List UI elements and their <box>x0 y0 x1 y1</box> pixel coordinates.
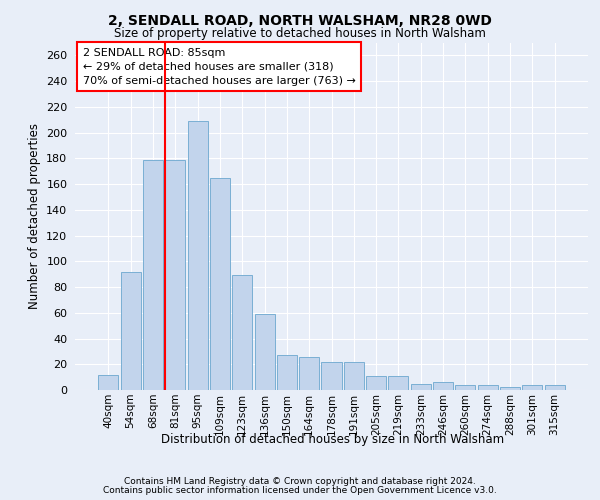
Text: 2 SENDALL ROAD: 85sqm
← 29% of detached houses are smaller (318)
70% of semi-det: 2 SENDALL ROAD: 85sqm ← 29% of detached … <box>83 48 356 86</box>
Bar <box>433 382 453 390</box>
Bar <box>232 276 252 390</box>
Text: Contains HM Land Registry data © Crown copyright and database right 2024.: Contains HM Land Registry data © Crown c… <box>124 477 476 486</box>
Bar <box>411 384 431 390</box>
Bar <box>522 385 542 390</box>
Bar <box>210 178 230 390</box>
Bar <box>165 160 185 390</box>
Text: Contains public sector information licensed under the Open Government Licence v3: Contains public sector information licen… <box>103 486 497 495</box>
Bar <box>98 374 118 390</box>
Bar <box>188 121 208 390</box>
Text: Distribution of detached houses by size in North Walsham: Distribution of detached houses by size … <box>161 432 505 446</box>
Bar <box>455 385 475 390</box>
Bar <box>277 355 297 390</box>
Bar <box>545 385 565 390</box>
Bar <box>500 388 520 390</box>
Bar <box>121 272 141 390</box>
Bar <box>299 356 319 390</box>
Bar <box>322 362 341 390</box>
Text: 2, SENDALL ROAD, NORTH WALSHAM, NR28 0WD: 2, SENDALL ROAD, NORTH WALSHAM, NR28 0WD <box>108 14 492 28</box>
Text: Size of property relative to detached houses in North Walsham: Size of property relative to detached ho… <box>114 28 486 40</box>
Bar <box>478 385 498 390</box>
Bar <box>143 160 163 390</box>
Bar <box>344 362 364 390</box>
Y-axis label: Number of detached properties: Number of detached properties <box>28 123 41 309</box>
Bar <box>254 314 275 390</box>
Bar <box>388 376 409 390</box>
Bar <box>366 376 386 390</box>
